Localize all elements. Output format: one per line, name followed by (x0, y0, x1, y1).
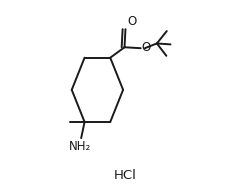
Text: O: O (127, 15, 136, 28)
Text: NH₂: NH₂ (69, 140, 91, 153)
Text: HCl: HCl (114, 169, 136, 182)
Text: O: O (142, 41, 151, 54)
